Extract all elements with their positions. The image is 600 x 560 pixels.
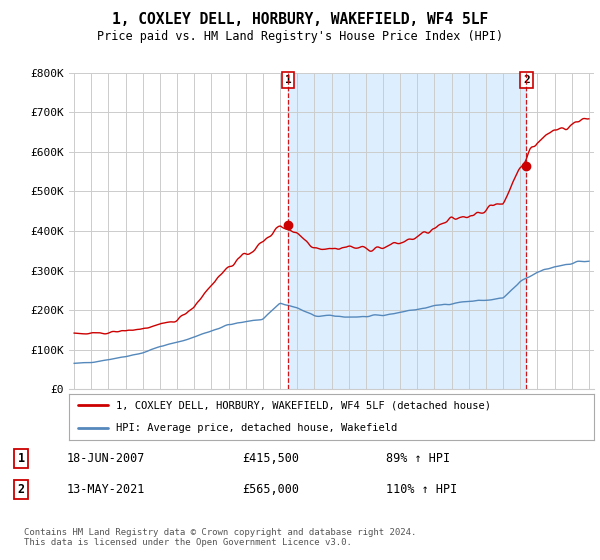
Text: 1: 1 bbox=[284, 75, 291, 85]
Text: 13-MAY-2021: 13-MAY-2021 bbox=[67, 483, 145, 496]
Text: Contains HM Land Registry data © Crown copyright and database right 2024.
This d: Contains HM Land Registry data © Crown c… bbox=[24, 528, 416, 547]
Text: 89% ↑ HPI: 89% ↑ HPI bbox=[386, 452, 451, 465]
Text: 1: 1 bbox=[18, 452, 25, 465]
Text: 1, COXLEY DELL, HORBURY, WAKEFIELD, WF4 5LF: 1, COXLEY DELL, HORBURY, WAKEFIELD, WF4 … bbox=[112, 12, 488, 27]
Text: HPI: Average price, detached house, Wakefield: HPI: Average price, detached house, Wake… bbox=[116, 423, 398, 433]
Text: 1, COXLEY DELL, HORBURY, WAKEFIELD, WF4 5LF (detached house): 1, COXLEY DELL, HORBURY, WAKEFIELD, WF4 … bbox=[116, 400, 491, 410]
Text: £565,000: £565,000 bbox=[242, 483, 299, 496]
Text: 18-JUN-2007: 18-JUN-2007 bbox=[67, 452, 145, 465]
Text: Price paid vs. HM Land Registry's House Price Index (HPI): Price paid vs. HM Land Registry's House … bbox=[97, 30, 503, 43]
Text: 2: 2 bbox=[523, 75, 530, 85]
Bar bbox=[288, 73, 526, 389]
Text: 110% ↑ HPI: 110% ↑ HPI bbox=[386, 483, 458, 496]
Text: 2: 2 bbox=[18, 483, 25, 496]
Text: £415,500: £415,500 bbox=[242, 452, 299, 465]
